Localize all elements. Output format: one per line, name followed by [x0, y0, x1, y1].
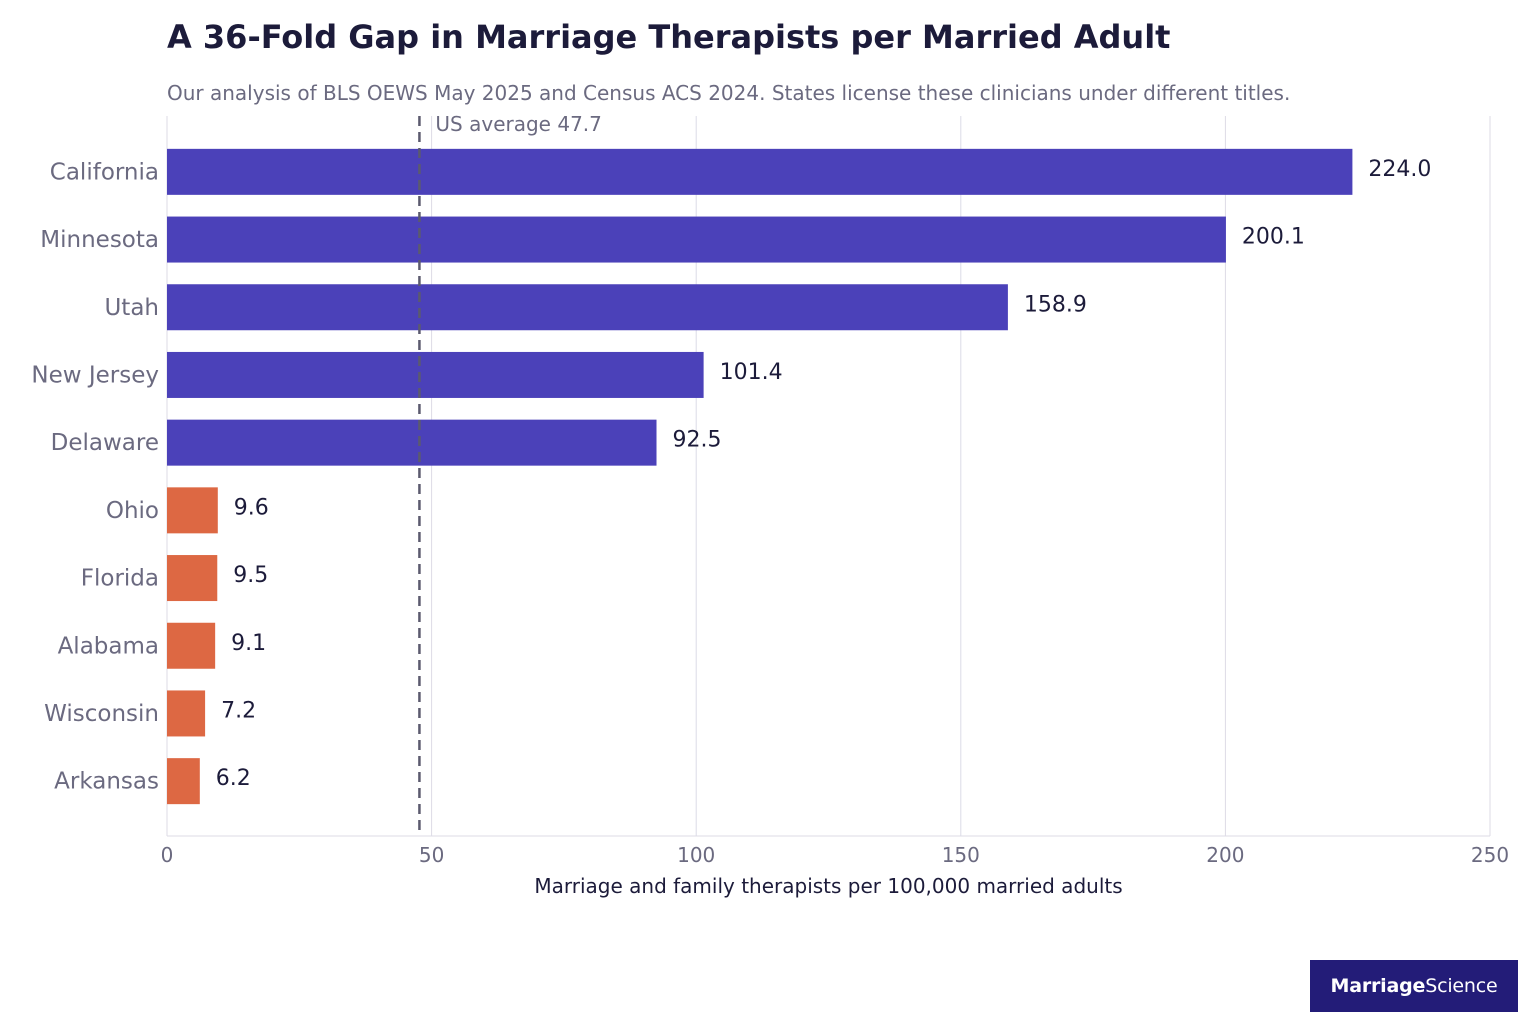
- label-layer: 0 50 100 150 200 250 Marriage and family thera…: [31, 157, 1509, 898]
- x-tick-label: 200: [1206, 843, 1244, 867]
- bar: [167, 622, 216, 669]
- brand-logo-part1: Marriage: [1330, 975, 1426, 997]
- category-label: Utah: [104, 295, 159, 321]
- x-tick-label: 100: [677, 843, 715, 867]
- value-label: 9.1: [231, 631, 266, 656]
- bar: [167, 555, 218, 602]
- x-tick-label: 0: [161, 843, 174, 867]
- value-label: 158.9: [1024, 292, 1087, 317]
- chart-title: A 36-Fold Gap in Marriage Therapists per…: [167, 18, 1171, 56]
- brand-logo-part2: Science: [1425, 975, 1498, 997]
- value-label: 200.1: [1242, 225, 1305, 250]
- category-label: Wisconsin: [44, 701, 159, 727]
- category-label: California: [50, 159, 159, 185]
- bar: [167, 690, 206, 737]
- value-label: 101.4: [720, 360, 783, 385]
- value-label: 9.5: [233, 563, 268, 588]
- reference-layer: US average 47.7: [418, 112, 602, 836]
- bar: [167, 216, 1226, 263]
- chart-subtitle: Our analysis of BLS OEWS May 2025 and Ce…: [167, 81, 1291, 105]
- bar: [167, 351, 704, 398]
- value-label: 224.0: [1368, 157, 1431, 182]
- x-tick-label: 150: [942, 843, 980, 867]
- category-label: Florida: [81, 566, 159, 592]
- us-average-label: US average 47.7: [435, 112, 601, 136]
- value-label: 92.5: [673, 428, 722, 453]
- category-label: Minnesota: [40, 227, 159, 253]
- category-label: Alabama: [58, 633, 159, 659]
- bar-layer: [167, 148, 1353, 805]
- bar: [167, 758, 200, 805]
- bar: [167, 284, 1008, 331]
- brand-logo: Marriage Science: [1310, 960, 1518, 1012]
- value-label: 9.6: [234, 495, 269, 520]
- bar: [167, 487, 218, 534]
- x-tick-label: 250: [1471, 843, 1509, 867]
- category-label: Arkansas: [54, 769, 159, 795]
- x-tick-label: 50: [419, 843, 444, 867]
- category-label: New Jersey: [31, 362, 159, 388]
- category-label: Ohio: [106, 498, 159, 524]
- category-label: Delaware: [51, 430, 159, 456]
- bar-chart: US average 47.7 0 50 100 150 200 250 Marriage …: [31, 112, 1509, 898]
- value-label: 6.2: [216, 766, 251, 791]
- bar: [167, 148, 1353, 195]
- bar: [167, 419, 657, 466]
- value-label: 7.2: [221, 698, 256, 723]
- x-axis-label: Marriage and family therapists per 100,0…: [534, 874, 1122, 898]
